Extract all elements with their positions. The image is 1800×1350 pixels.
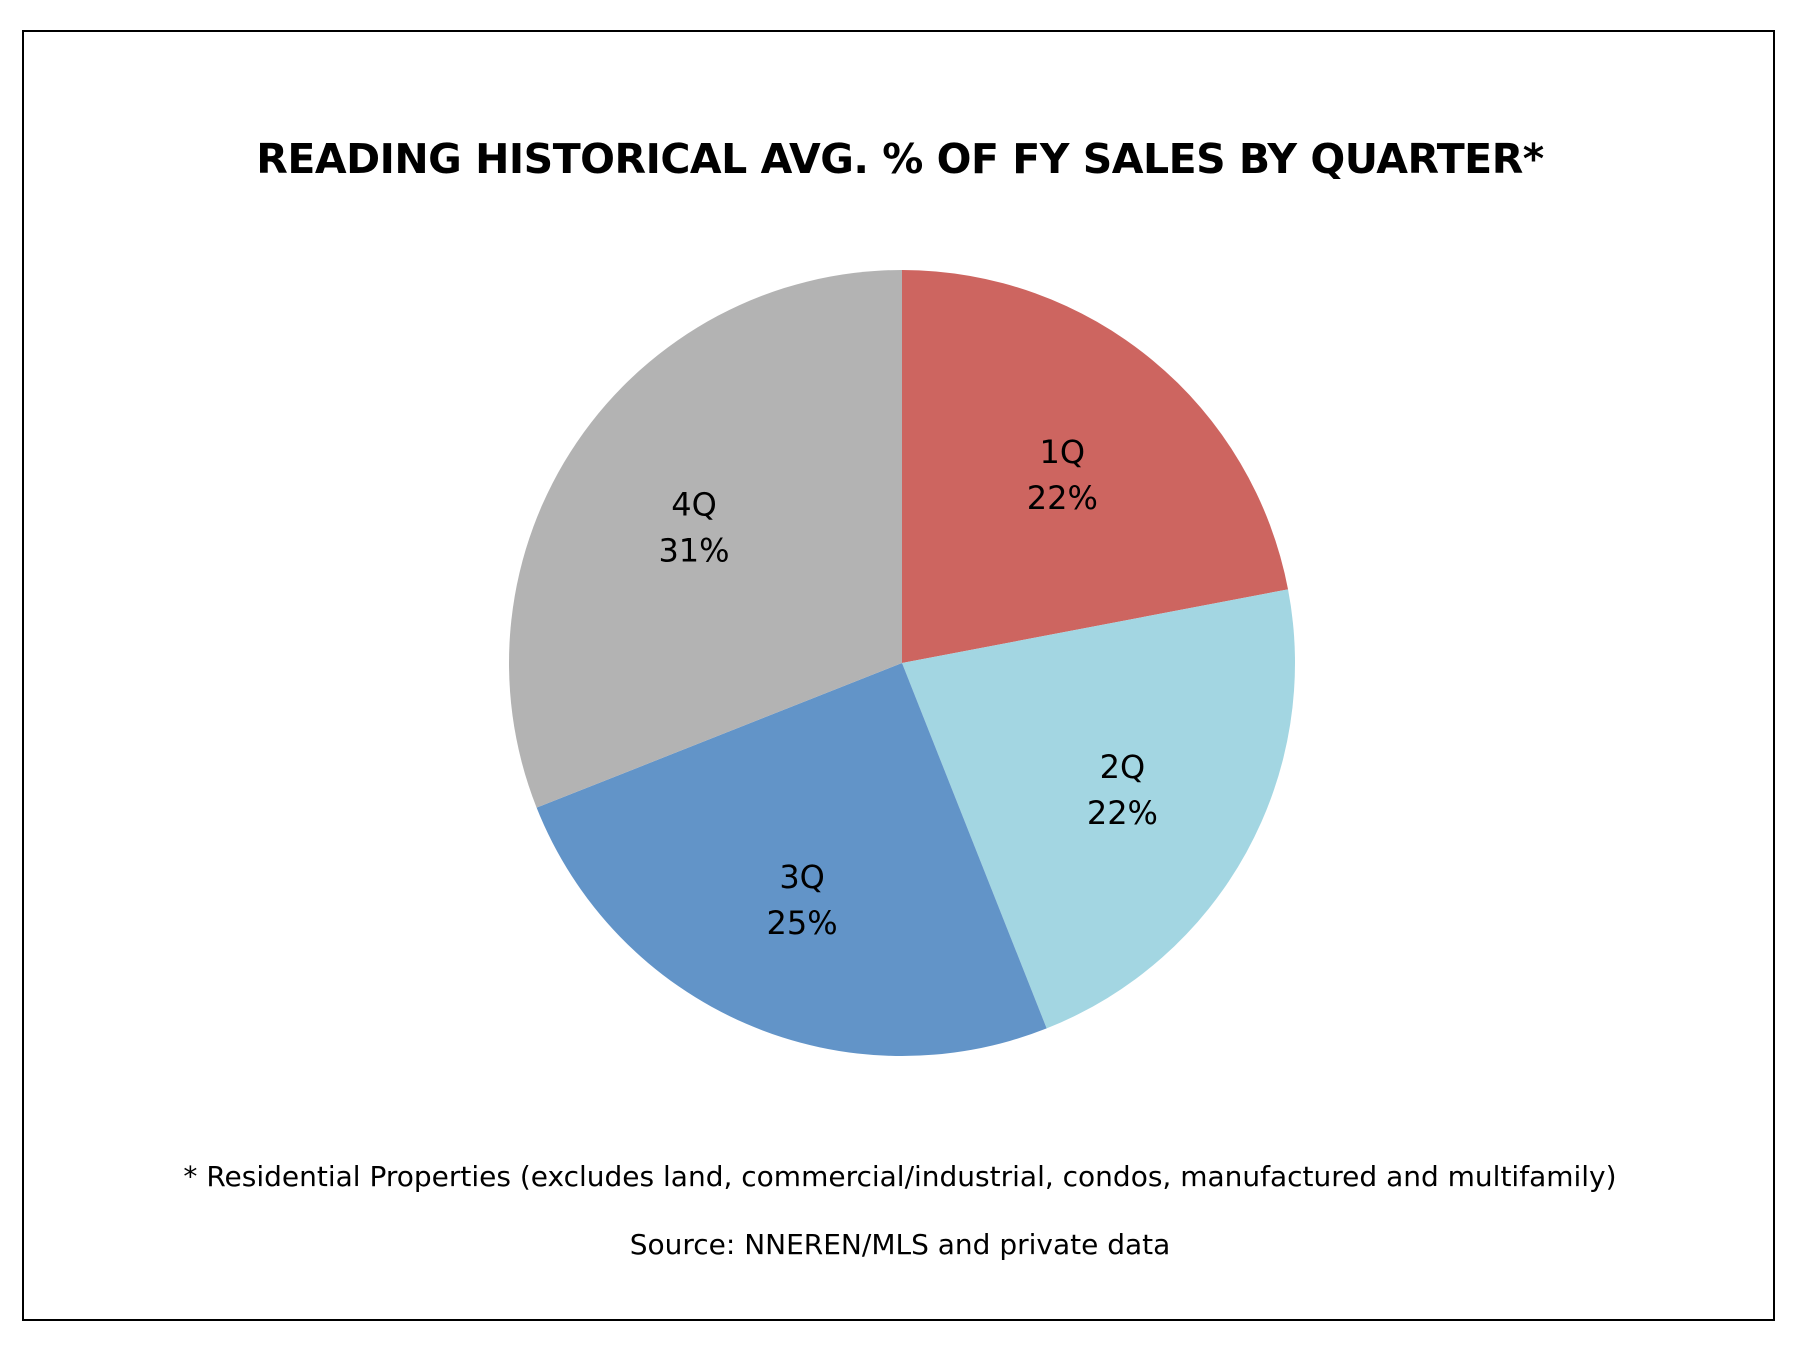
pie-labels: 1Q 22% 2Q 22% 3Q 25% 4Q 31%: [658, 433, 1158, 942]
slice-value-label: 25%: [767, 904, 838, 942]
slice-category-label: 1Q: [1040, 433, 1086, 471]
pie-slices: [509, 270, 1296, 1056]
pie-slice-2q: [902, 589, 1296, 1029]
slice-category-label: 3Q: [779, 858, 825, 896]
chart-source: Source: NNEREN/MLS and private data: [629, 1228, 1171, 1261]
pie-slice-4q: [509, 270, 902, 808]
slice-value-label: 22%: [1087, 794, 1158, 832]
chart-title: READING HISTORICAL AVG. % OF FY SALES BY…: [256, 135, 1544, 183]
pie-slice-1q: [902, 270, 1289, 663]
slice-category-label: 2Q: [1100, 748, 1146, 786]
chart-footnote: * Residential Properties (excludes land,…: [183, 1160, 1617, 1193]
slice-value-label: 31%: [658, 532, 729, 570]
slice-value-label: 22%: [1027, 479, 1098, 517]
pie-slice-3q: [536, 663, 1047, 1056]
slice-category-label: 4Q: [671, 486, 717, 524]
